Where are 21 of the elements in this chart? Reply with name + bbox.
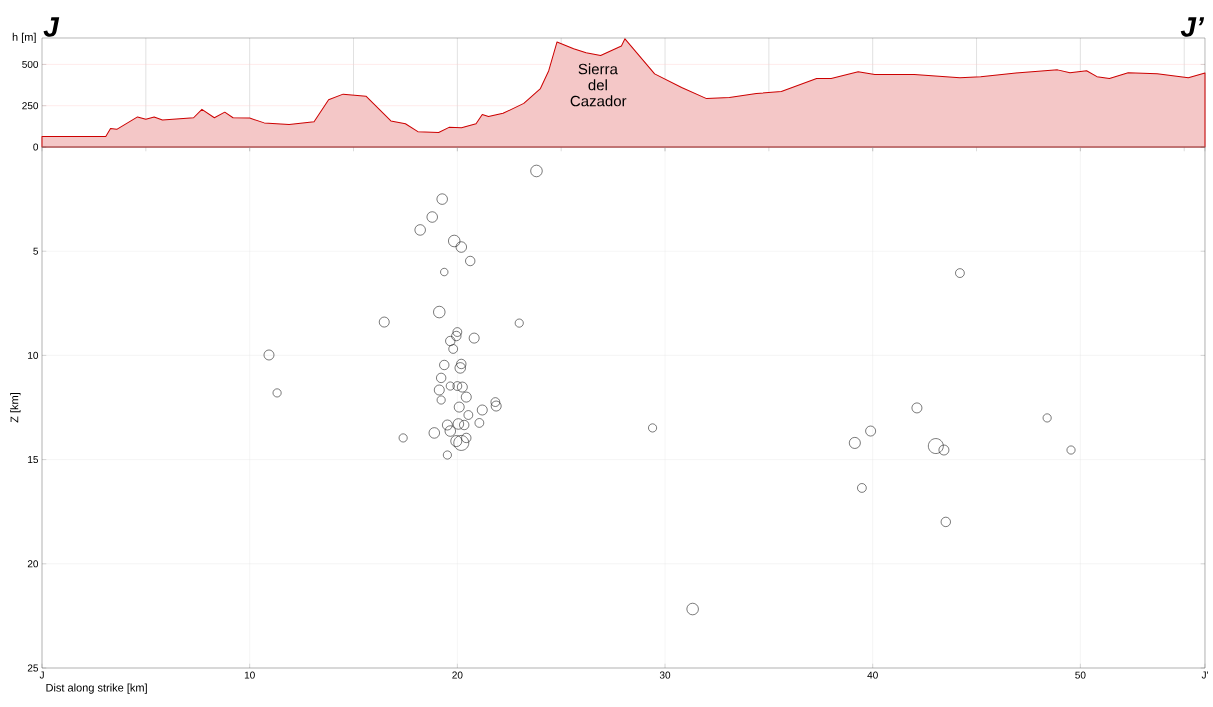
text: J’ [1180, 17, 1205, 37]
text: J [43, 17, 60, 37]
annotation: Sierra del Cazador [570, 63, 627, 107]
y-tick-label: 5 [33, 247, 39, 255]
x-tick-label: J' [1201, 671, 1208, 679]
y-tick-label: 500 [22, 60, 39, 68]
y-axis-title: Z [km] [10, 393, 21, 423]
x-tick-label: 10 [244, 671, 255, 679]
y-tick-label: 10 [28, 351, 39, 359]
y-tick-label: 20 [27, 560, 39, 568]
y-tick-label: 0 [33, 143, 39, 151]
x-axis-title: Dist along strike [km] [46, 683, 147, 694]
y-axis-title: h [m] [12, 32, 36, 44]
y-tick-label: 25 [27, 664, 39, 672]
y-tick-label: 250 [22, 102, 39, 110]
y-tick-label: 15 [28, 456, 39, 464]
x-tick-label: 30 [659, 671, 671, 679]
x-tick-label: J [39, 671, 44, 679]
x-tick-label: 20 [452, 671, 463, 679]
x-tick-label: 40 [867, 671, 878, 679]
x-tick-label: 50 [1075, 671, 1086, 679]
